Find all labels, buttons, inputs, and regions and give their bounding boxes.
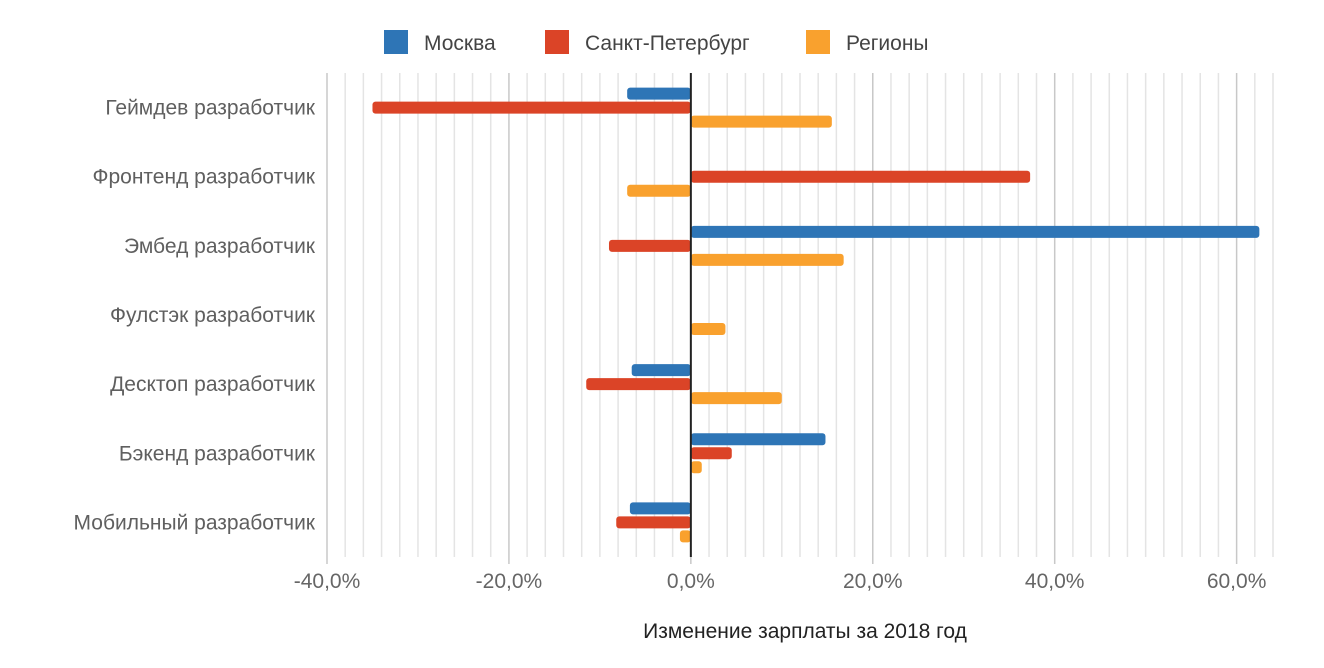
bar [690,323,726,335]
x-tick-label: 20,0% [843,570,903,593]
legend-label: Санкт-Петербург [585,32,750,55]
legend: Москва Санкт-Петербург Регионы [384,30,929,55]
category-label: Десктоп разработчик [110,373,316,396]
bar [629,502,691,515]
bars [372,87,1260,543]
legend-label: Регионы [846,32,929,55]
bar [627,184,691,197]
legend-label: Москва [424,32,496,55]
x-tick-labels: -40,0% -20,0% 0,0% 20,0% 40,0% 60,0% [294,570,1267,593]
bar [690,461,702,474]
bar [690,447,732,460]
x-tick-label: -20,0% [476,570,543,593]
x-tick-label: 0,0% [667,570,715,593]
bar [690,433,826,446]
legend-swatch [384,30,408,54]
bar [608,239,691,252]
bar [679,530,691,543]
legend-swatch [806,30,830,54]
bar [631,364,691,377]
category-label: Эмбед разработчик [124,235,316,258]
category-label: Мобильный разработчик [74,511,316,534]
category-label: Фулстэк разработчик [110,304,316,327]
bar [586,378,691,391]
x-tick-label: 40,0% [1025,570,1085,593]
legend-swatch [545,30,569,54]
x-tick-label: -40,0% [294,570,361,593]
bar [690,170,1031,183]
category-labels: Геймдев разработчик Фронтенд разработчик Э… [74,97,316,535]
grid [326,73,1274,564]
x-tick-label: 60,0% [1207,570,1267,593]
bar [690,253,844,266]
bar [690,115,832,128]
bar [616,516,691,529]
category-label: Геймдев разработчик [105,97,315,120]
bar [372,101,691,114]
category-label: Бэкенд разработчик [119,442,316,465]
category-label: Фронтенд разработчик [93,166,316,189]
x-axis-title: Изменение зарплаты за 2018 год [643,620,967,643]
bar [690,225,1260,238]
bar [690,392,782,405]
bar [627,87,691,100]
